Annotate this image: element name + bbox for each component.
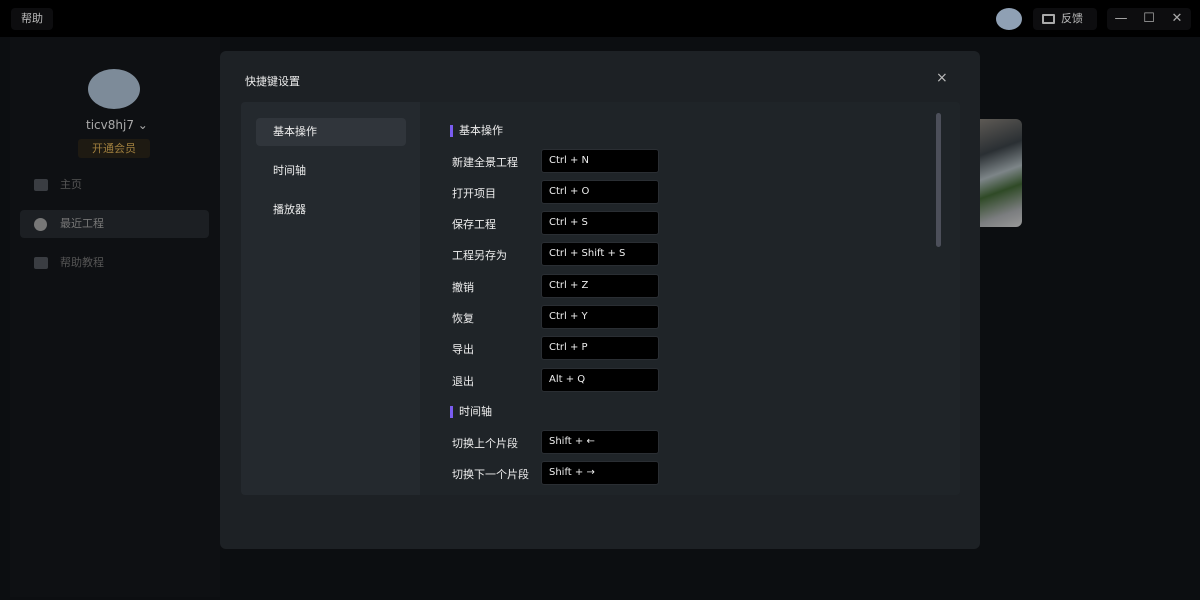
- username: ticv8hj7: [86, 118, 134, 132]
- shortcut-key-input[interactable]: Ctrl + N: [541, 149, 659, 173]
- sidebar-item-tutorials[interactable]: 帮助教程: [20, 249, 209, 277]
- category-list: 基本操作 时间轴 播放器: [241, 102, 420, 495]
- clock-icon: [34, 218, 47, 231]
- feedback-label: 反馈: [1061, 12, 1083, 25]
- user-avatar-small[interactable]: [996, 8, 1022, 30]
- shortcut-label: 新建全景工程: [452, 156, 518, 169]
- graduation-cap-icon: [34, 257, 48, 269]
- sidebar-item-label: 帮助教程: [60, 256, 104, 269]
- project-thumbnail[interactable]: [978, 119, 1022, 227]
- chevron-down-icon: ⌄: [137, 118, 148, 132]
- shortcut-label: 打开项目: [452, 187, 496, 200]
- shortcut-label: 撤销: [452, 281, 474, 294]
- category-basic[interactable]: 基本操作: [256, 118, 406, 146]
- sidebar-item-label: 主页: [60, 178, 82, 191]
- shortcut-list: 基本操作 新建全景工程 Ctrl + N 打开项目 Ctrl + O 保存工程 …: [420, 102, 960, 495]
- shortcut-label: 保存工程: [452, 218, 496, 231]
- shortcut-settings-dialog: 快捷键设置 × 基本操作 时间轴 播放器 基本操作 新建全景工程 Ctrl + …: [220, 51, 980, 549]
- dialog-title: 快捷键设置: [245, 75, 300, 88]
- shortcut-label: 恢复: [452, 312, 474, 325]
- minimize-button[interactable]: —: [1114, 11, 1128, 26]
- feedback-button[interactable]: 反馈: [1033, 8, 1097, 30]
- shortcut-label: 切换下一个片段: [452, 468, 529, 481]
- shortcut-key-input[interactable]: Ctrl + Shift + S: [541, 242, 659, 266]
- shortcut-label: 工程另存为: [452, 249, 507, 262]
- category-player[interactable]: 播放器: [273, 203, 306, 216]
- home-icon: [34, 179, 48, 191]
- section-title: 时间轴: [450, 405, 492, 419]
- dialog-body: 基本操作 时间轴 播放器 基本操作 新建全景工程 Ctrl + N 打开项目 C…: [241, 102, 960, 495]
- feedback-icon: [1042, 14, 1055, 24]
- avatar[interactable]: [88, 69, 140, 109]
- category-timeline[interactable]: 时间轴: [273, 164, 306, 177]
- shortcut-label: 导出: [452, 343, 474, 356]
- scrollbar[interactable]: [936, 113, 941, 247]
- sidebar-item-recent-projects[interactable]: 最近工程: [20, 210, 209, 238]
- shortcut-key-input[interactable]: Shift + ←: [541, 430, 659, 454]
- sidebar-item-label: 最近工程: [60, 217, 104, 230]
- shortcut-key-input[interactable]: Ctrl + P: [541, 336, 659, 360]
- close-icon[interactable]: ×: [936, 70, 948, 86]
- sidebar: [10, 37, 220, 597]
- shortcut-key-input[interactable]: Ctrl + Y: [541, 305, 659, 329]
- shortcut-key-input[interactable]: Ctrl + Z: [541, 274, 659, 298]
- vip-button[interactable]: 开通会员: [78, 139, 150, 158]
- shortcut-key-input[interactable]: Ctrl + S: [541, 211, 659, 235]
- shortcut-key-input[interactable]: Ctrl + O: [541, 180, 659, 204]
- shortcut-label: 退出: [452, 375, 474, 388]
- shortcut-key-input[interactable]: Alt + Q: [541, 368, 659, 392]
- sidebar-item-home[interactable]: 主页: [20, 171, 209, 199]
- shortcut-label: 切换上个片段: [452, 437, 518, 450]
- close-window-button[interactable]: ✕: [1171, 11, 1183, 26]
- shortcut-key-input[interactable]: Shift + →: [541, 461, 659, 485]
- help-button[interactable]: 帮助: [11, 8, 53, 30]
- maximize-button[interactable]: ☐: [1143, 11, 1155, 26]
- section-title: 基本操作: [450, 124, 503, 138]
- username-dropdown[interactable]: ticv8hj7 ⌄: [86, 118, 148, 132]
- window-controls: — ☐ ✕: [1107, 8, 1191, 30]
- title-bar: 帮助 反馈 — ☐ ✕: [0, 0, 1200, 37]
